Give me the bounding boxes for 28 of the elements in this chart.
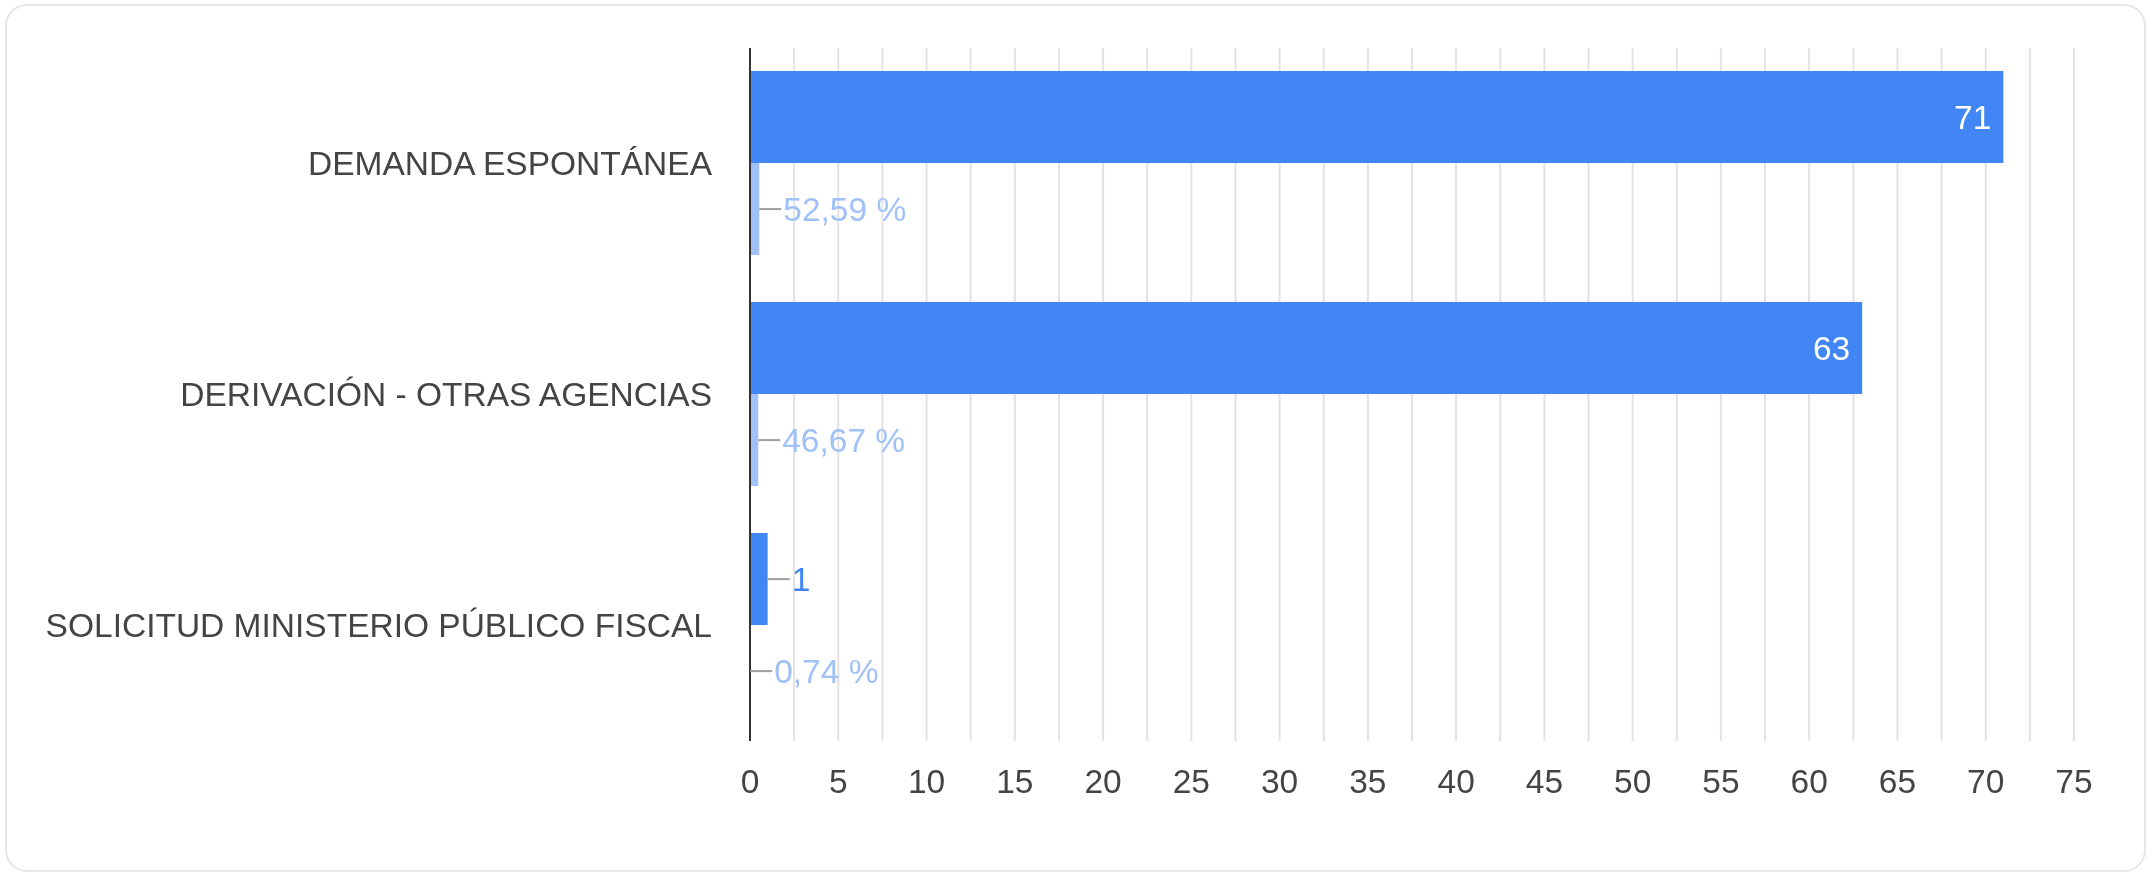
bar — [750, 533, 768, 626]
data-label: 46,67 % — [782, 421, 906, 459]
x-tick-label: 40 — [1437, 762, 1475, 800]
y-tick-label: SOLICITUD MINISTERIO PÚBLICO FISCAL — [45, 607, 712, 645]
x-tick-label: 10 — [907, 762, 946, 800]
x-tick-label: 0 — [740, 762, 760, 800]
x-tick-label: 65 — [1878, 762, 1917, 800]
x-tick-label: 15 — [996, 762, 1034, 800]
x-tick-label: 5 — [828, 762, 848, 800]
x-tick-label: 45 — [1525, 762, 1564, 800]
y-tick-label: DEMANDA ESPONTÁNEA — [308, 145, 713, 183]
x-tick-label: 20 — [1084, 762, 1122, 800]
x-tick-label: 60 — [1790, 762, 1828, 800]
x-tick-label: 50 — [1614, 762, 1652, 800]
bar — [750, 71, 2004, 164]
data-label: 71 — [1954, 98, 1992, 136]
data-label: 0,74 % — [774, 652, 879, 690]
x-tick-label: 35 — [1349, 762, 1387, 800]
x-tick-label: 30 — [1260, 762, 1299, 800]
x-tick-label: 25 — [1172, 762, 1210, 800]
y-tick-label: DERIVACIÓN - OTRAS AGENCIAS — [180, 376, 712, 414]
x-tick-label: 55 — [1702, 762, 1740, 800]
bar — [750, 302, 1863, 395]
x-tick-label: 75 — [2055, 762, 2093, 800]
x-tick-label: 70 — [1967, 762, 2005, 800]
data-label: 52,59 % — [783, 190, 907, 228]
data-label: 1 — [791, 560, 811, 598]
data-label: 63 — [1812, 329, 1851, 367]
